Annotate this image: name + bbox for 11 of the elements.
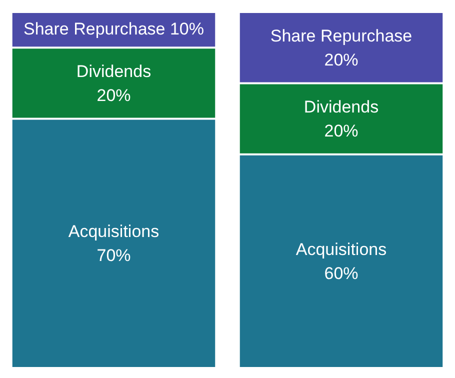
data-label: 20% [324,121,358,140]
text: Share Repurchase 10% [23,19,204,38]
data-label: 60% [324,264,358,283]
series-label: Acquisitions [68,222,160,242]
data-label: 20% [324,50,358,70]
text: Acquisitions [296,240,387,259]
data-label: 20% [96,86,131,105]
series-label: Share Repurchase [270,26,412,46]
data-label: 70% [96,246,131,266]
series-label: Dividends [76,62,152,81]
text: Dividends [304,97,379,116]
